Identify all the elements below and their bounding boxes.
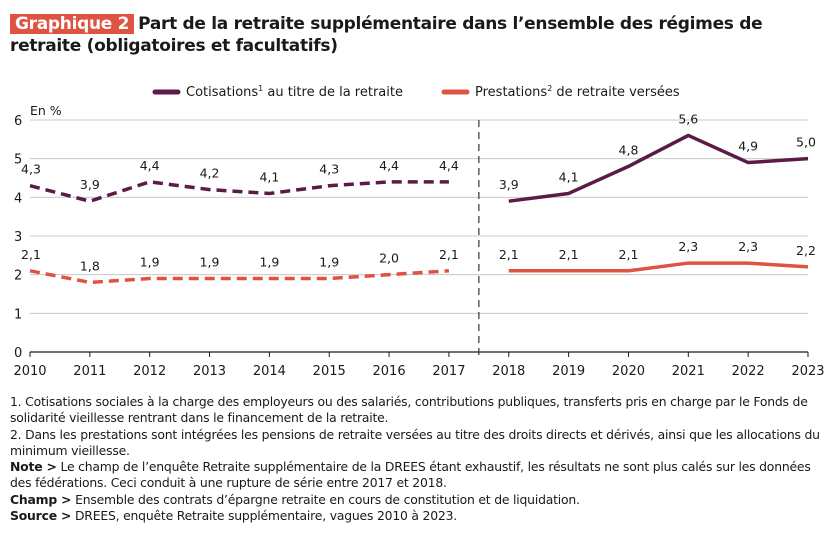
note: Note > Le champ de l’enquête Retraite su… — [10, 459, 835, 492]
note-text: Le champ de l’enquête Retraite supplémen… — [10, 459, 811, 491]
footnote-2: 2. Dans les prestations sont intégrées l… — [10, 426, 820, 458]
x-tick-label: 2015 — [313, 364, 346, 379]
title-text: Part de la retraite supplémentaire dans … — [10, 14, 763, 56]
data-label-prestations: 1,9 — [319, 255, 339, 270]
data-label-prestations: 2,1 — [439, 247, 459, 262]
data-label-prestations: 2,2 — [796, 243, 816, 258]
data-label-prestations: 2,1 — [21, 247, 41, 262]
series-lines — [29, 133, 809, 285]
champ-text: Ensemble des contrats d’épargne retraite… — [71, 491, 580, 507]
data-label-cotisations: 3,9 — [80, 177, 100, 192]
data-label-cotisations: 3,9 — [499, 177, 519, 192]
x-tick-label: 2022 — [732, 364, 765, 379]
footnote-1: 1. Cotisations sociales à la charge des … — [10, 394, 808, 426]
data-label-prestations: 2,3 — [738, 239, 758, 254]
y-tick-label: 5 — [14, 153, 22, 168]
y-tick-label: 6 — [14, 114, 22, 129]
x-axis: 2010 2011 2012 2013 2014 2015 2016 2017 2018 2019… — [13, 351, 825, 379]
y-tick-label: 0 — [14, 346, 22, 361]
x-tick-label: 2016 — [373, 364, 406, 379]
data-label-prestations: 2,3 — [678, 239, 698, 254]
data-label-cotisations: 4,3 — [319, 162, 339, 177]
x-tick-label: 2013 — [193, 364, 226, 379]
y-axis-ticks: 0 1 2 3 4 5 6 — [14, 114, 22, 361]
data-label-cotisations: 4,4 — [379, 158, 399, 173]
data-label-prestations: 1,9 — [259, 255, 279, 270]
x-tick-label: 2010 — [13, 364, 46, 379]
data-label-prestations: 1,9 — [200, 255, 220, 270]
data-label-cotisations: 4,2 — [200, 166, 220, 181]
chart-title: Graphique 2 Part de la retraite supplémen… — [10, 13, 835, 57]
data-label-cotisations: 4,4 — [439, 158, 459, 173]
line-cotisations-2018-2023 — [508, 133, 809, 203]
x-tick-label: 2011 — [73, 364, 106, 379]
note-label: Note > — [10, 459, 57, 475]
data-label-cotisations: 4,1 — [259, 169, 279, 184]
figure-badge: Graphique 2 — [10, 14, 135, 34]
data-label-prestations: 1,8 — [80, 258, 100, 273]
legend: Cotisations1 au titre de la retraite Pre… — [152, 84, 680, 100]
y-axis-unit-label: En % — [30, 103, 62, 118]
x-tick-label: 2021 — [672, 364, 705, 379]
x-tick-label: 2014 — [253, 364, 286, 379]
data-label-cotisations: 4,4 — [140, 158, 160, 173]
data-label-prestations: 2,1 — [499, 247, 519, 262]
data-label-cotisations: 5,0 — [796, 135, 816, 150]
source-label: Source > — [10, 508, 72, 524]
data-labels: 4,3 3,9 4,4 4,2 4,1 4,3 4,4 4,4 3,9 4,1 4,8 5,6 4,9 5… — [21, 111, 816, 273]
line-chart: Cotisations1 au titre de la retraite Pre… — [13, 84, 825, 379]
y-tick-label: 3 — [14, 230, 22, 245]
data-label-cotisations: 4,3 — [21, 162, 41, 177]
line-prestations-2018-2023 — [508, 261, 809, 273]
data-label-prestations: 2,0 — [379, 251, 399, 266]
data-label-prestations: 1,9 — [140, 255, 160, 270]
y-tick-label: 4 — [14, 191, 22, 206]
line-cotisations-2010-2017 — [29, 180, 449, 203]
source: Source > DREES, enquête Retraite supplém… — [10, 508, 835, 524]
data-label-cotisations: 5,6 — [678, 111, 698, 126]
data-label-prestations: 2,1 — [619, 247, 639, 262]
x-tick-label: 2018 — [492, 364, 525, 379]
y-tick-label: 2 — [14, 269, 22, 284]
champ: Champ > Ensemble des contrats d’épargne … — [10, 492, 835, 508]
x-tick-label: 2023 — [791, 364, 824, 379]
footnotes: 1. Cotisations sociales à la charge des … — [10, 394, 835, 524]
source-text: DREES, enquête Retraite supplémentaire, … — [71, 508, 458, 524]
data-label-cotisations: 4,1 — [559, 169, 579, 184]
x-tick-label: 2019 — [552, 364, 585, 379]
x-tick-label: 2020 — [612, 364, 645, 379]
data-label-cotisations: 4,8 — [619, 142, 639, 157]
line-prestations-2010-2017 — [29, 269, 450, 285]
x-tick-label: 2017 — [432, 364, 465, 379]
x-tick-label: 2012 — [133, 364, 166, 379]
champ-label: Champ > — [10, 491, 72, 507]
legend-label-cotisations: Cotisations1 au titre de la retraite — [186, 84, 403, 100]
y-tick-label: 1 — [14, 307, 22, 322]
gridlines — [30, 119, 808, 314]
data-label-cotisations: 4,9 — [738, 139, 758, 154]
legend-label-prestations: Prestations2 de retraite versées — [475, 84, 680, 100]
data-label-prestations: 2,1 — [559, 247, 579, 262]
